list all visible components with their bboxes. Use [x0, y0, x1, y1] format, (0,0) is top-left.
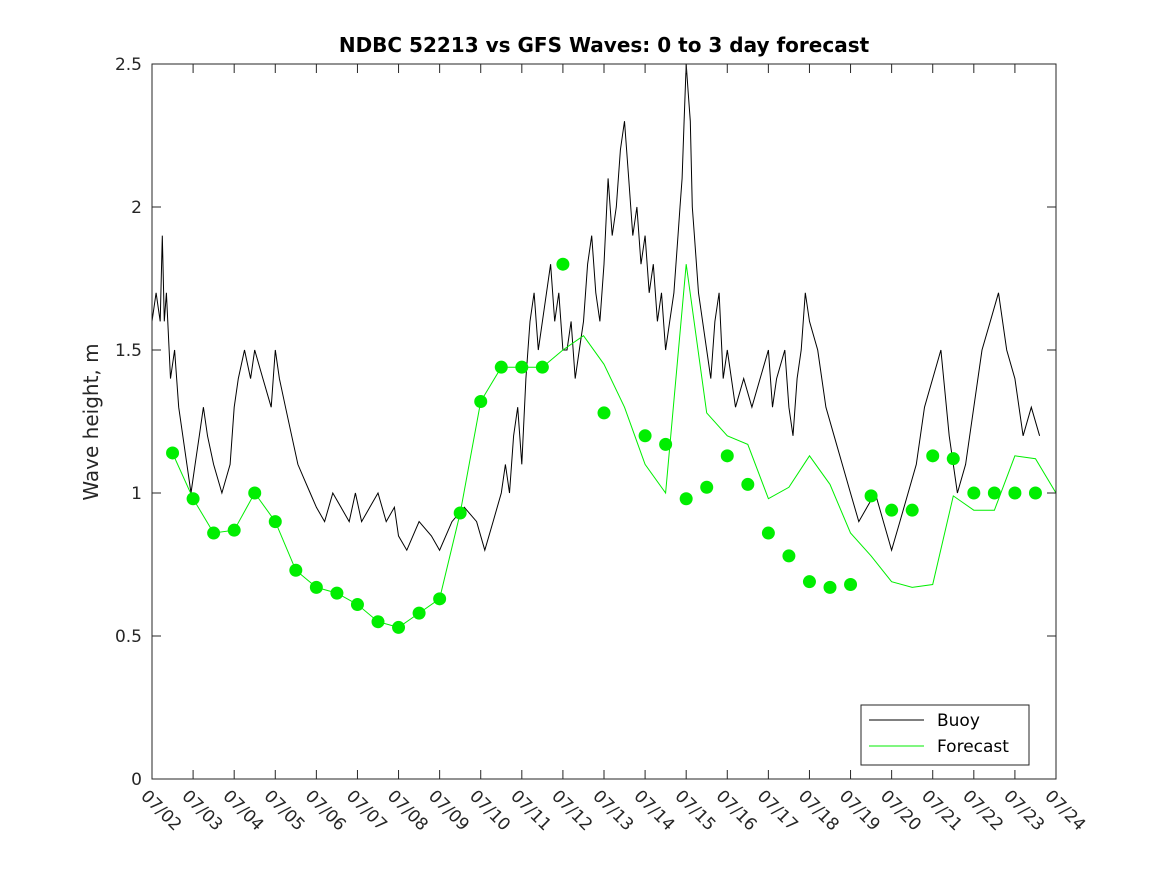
- x-tick-label: 07/19: [835, 786, 884, 835]
- x-tick-label: 07/17: [753, 786, 802, 835]
- legend-box: [860, 704, 1030, 766]
- x-tick-label: 07/08: [383, 786, 432, 835]
- forecast-point: [597, 406, 611, 420]
- forecast-point: [412, 606, 426, 620]
- forecast-point: [864, 489, 878, 503]
- forecast-point: [1028, 486, 1042, 500]
- x-tick-label: 07/21: [917, 786, 966, 835]
- forecast-point: [392, 620, 406, 634]
- forecast-point: [802, 575, 816, 589]
- forecast-point: [885, 503, 899, 517]
- x-tick-label: 07/23: [999, 786, 1048, 835]
- legend-label-buoy: Buoy: [937, 711, 980, 731]
- series-line-buoy: [151, 63, 1041, 553]
- x-tick-label: 07/11: [506, 786, 555, 835]
- forecast-point: [720, 449, 734, 463]
- forecast-point: [330, 586, 344, 600]
- forecast-point: [782, 549, 796, 563]
- forecast-point: [515, 360, 529, 374]
- y-axis-label: Wave height, m: [79, 343, 103, 500]
- y-tick-label: 1: [131, 484, 142, 504]
- x-tick-label: 07/24: [1040, 786, 1089, 835]
- forecast-point: [433, 592, 447, 606]
- x-tick-label: 07/10: [465, 786, 514, 835]
- x-tick-label: 07/16: [712, 786, 761, 835]
- forecast-point: [474, 394, 488, 408]
- x-tick-label: 07/07: [342, 786, 391, 835]
- forecast-point: [638, 429, 652, 443]
- x-tick-label: 07/18: [794, 786, 843, 835]
- chart-title: NDBC 52213 vs GFS Waves: 0 to 3 day fore…: [339, 33, 870, 57]
- forecast-point: [535, 360, 549, 374]
- forecast-point: [659, 437, 673, 451]
- forecast-point: [350, 598, 364, 612]
- forecast-point: [186, 492, 200, 506]
- y-tick-label: 0.5: [115, 627, 142, 647]
- forecast-point: [371, 615, 385, 629]
- forecast-point: [679, 492, 693, 506]
- series-line-forecast: [172, 264, 1057, 628]
- forecast-point: [227, 523, 241, 537]
- forecast-point: [987, 486, 1001, 500]
- forecast-point: [1008, 486, 1022, 500]
- y-tick-label: 2: [131, 198, 142, 218]
- x-tick-label: 07/20: [876, 786, 925, 835]
- legend: Buoy Forecast: [860, 704, 1030, 766]
- x-tick-label: 07/12: [547, 786, 596, 835]
- forecast-point: [946, 452, 960, 466]
- x-tick-label: 07/05: [260, 786, 309, 835]
- forecast-point: [207, 526, 221, 540]
- x-tick-label: 07/03: [178, 786, 227, 835]
- forecast-point: [823, 580, 837, 594]
- forecast-point: [967, 486, 981, 500]
- forecast-point: [248, 486, 262, 500]
- x-tick-label: 07/14: [630, 786, 679, 835]
- forecast-point: [926, 449, 940, 463]
- forecast-point: [268, 515, 282, 529]
- forecast-point: [761, 526, 775, 540]
- y-tick-label: 2.5: [115, 55, 142, 75]
- forecast-point: [700, 480, 714, 494]
- x-tick-label: 07/09: [424, 786, 473, 835]
- forecast-point: [905, 503, 919, 517]
- forecast-point: [289, 563, 303, 577]
- plot-area: [151, 63, 1057, 634]
- forecast-point: [556, 257, 570, 271]
- y-tick-label: 1.5: [115, 341, 142, 361]
- forecast-point: [166, 446, 180, 460]
- y-tick-label: 0: [131, 770, 142, 790]
- forecast-point: [309, 580, 323, 594]
- legend-label-forecast: Forecast: [937, 737, 1009, 757]
- forecast-point: [741, 477, 755, 491]
- axes-box: [151, 63, 1057, 780]
- x-tick-label: 07/02: [136, 786, 185, 835]
- forecast-point: [844, 578, 858, 592]
- x-tick-label: 07/13: [588, 786, 637, 835]
- x-tick-label: 07/06: [301, 786, 350, 835]
- forecast-point: [453, 506, 467, 520]
- x-tick-label: 07/22: [958, 786, 1007, 835]
- forecast-point: [494, 360, 508, 374]
- x-tick-label: 07/04: [219, 786, 268, 835]
- x-tick-label: 07/15: [671, 786, 720, 835]
